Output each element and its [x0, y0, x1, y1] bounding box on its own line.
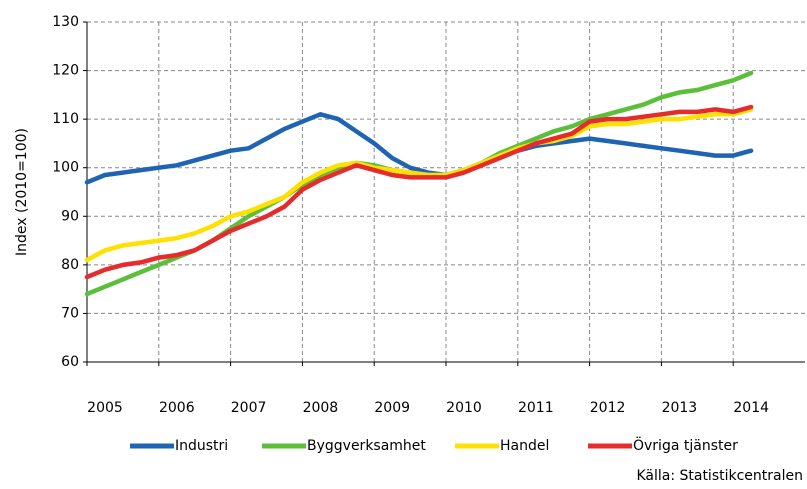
- series-line: [84, 70, 754, 297]
- y-tick-label: 60: [61, 354, 79, 370]
- series-line: [84, 107, 754, 263]
- y-tick-label: 110: [52, 111, 79, 127]
- x-tick-label: 2013: [662, 400, 698, 416]
- legend-label: Handel: [500, 438, 549, 454]
- y-tick-label: 130: [52, 14, 79, 30]
- x-tick-label: 2006: [159, 400, 195, 416]
- x-tick-label: 2009: [374, 400, 410, 416]
- x-tick-label: 2012: [590, 400, 626, 416]
- legend-label: Byggverksamhet: [307, 438, 426, 454]
- y-tick-label: 90: [61, 208, 79, 224]
- y-tick-label: 120: [52, 63, 79, 79]
- y-tick-label: 100: [52, 160, 79, 176]
- x-tick-label: 2014: [733, 400, 769, 416]
- y-tick-label: 80: [61, 257, 79, 273]
- x-tick-label: 2011: [518, 400, 554, 416]
- x-tick-label: 2008: [303, 400, 339, 416]
- x-tick-label: 2010: [446, 400, 482, 416]
- y-axis-label: Index (2010=100): [14, 128, 30, 256]
- legend-label: Industri: [175, 438, 228, 454]
- series-line: [84, 104, 754, 280]
- legend-label: Övriga tjänster: [633, 436, 738, 454]
- source-note: Källa: Statistikcentralen: [636, 468, 803, 484]
- x-tick-label: 2007: [231, 400, 267, 416]
- y-tick-label: 70: [61, 305, 79, 321]
- x-tick-label: 2005: [87, 400, 123, 416]
- series-line: [84, 112, 754, 185]
